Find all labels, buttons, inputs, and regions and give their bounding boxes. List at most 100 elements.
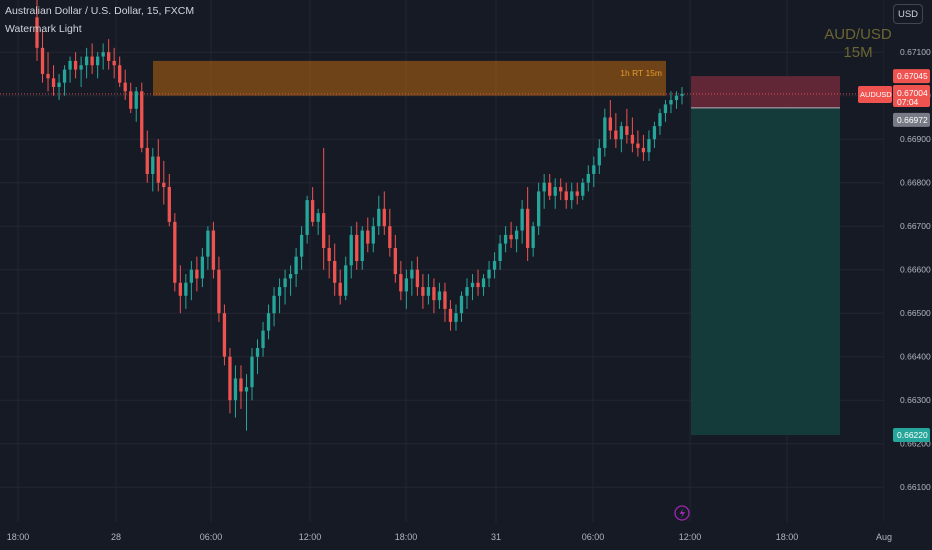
candle [167,174,171,227]
candle [404,269,409,309]
candle [95,52,100,79]
candle [630,117,635,153]
time-tick: Aug [876,532,892,542]
candle [570,182,574,209]
candle [548,174,552,201]
candle [514,226,519,253]
candle [437,282,442,309]
candle [641,134,646,161]
candle [62,65,67,96]
candle [288,265,293,296]
symbol-title[interactable]: Australian Dollar / U.S. Dollar, 15, FXC… [5,5,195,17]
time-axis: 18:00 28 06:00 12:00 18:00 31 06:00 12:00 18:00 A… [0,522,932,550]
candle [492,252,497,279]
candle [156,139,160,192]
indicator-title[interactable]: Watermark Light [5,23,82,35]
candle [118,56,122,87]
candle [575,182,579,205]
candle [333,243,337,296]
candle [371,217,375,253]
candle [266,304,271,340]
candle [123,69,127,101]
candle [344,256,348,301]
candle [283,269,287,305]
candle [178,265,182,314]
candle [415,256,420,296]
candle [608,100,612,140]
candle [189,261,194,301]
candle [476,269,480,296]
candle [614,113,618,148]
candle [459,291,464,322]
candle [310,187,315,227]
candle [228,348,232,414]
candle [195,256,199,292]
candle [426,274,431,305]
candle [57,73,61,101]
candle [382,191,386,235]
candle [603,108,607,157]
candle [40,30,45,83]
candle [636,130,640,157]
candle [377,195,381,235]
candle [68,56,72,83]
watermark-interval: 15M [843,44,873,61]
candle [211,221,216,279]
candle [250,348,254,401]
entry-price-text: 0.66972 [897,115,928,125]
candle [101,43,105,70]
candle [448,300,453,331]
candle [487,261,491,288]
candle [674,91,679,109]
candle [465,278,469,309]
time-tick: 06:00 [582,532,605,542]
candle [338,269,342,305]
lightning-icon[interactable] [674,505,690,521]
candle [647,130,651,161]
candle [564,182,568,209]
take-profit-zone[interactable] [691,107,840,435]
candle [233,365,238,418]
target-price-tag [893,428,930,442]
candle [84,47,89,79]
resistance-zone-label: 1h RT 15m [620,68,662,78]
candle [73,52,78,79]
candle [239,365,243,409]
candle [399,261,403,301]
candle [134,87,138,122]
candle [151,147,155,192]
candle [553,178,557,209]
candles [35,0,684,431]
price-tick: 0.66300 [900,395,931,405]
candle [625,108,629,144]
candle [388,208,392,257]
candle [294,247,298,288]
stop-price-text: 0.67045 [897,71,928,81]
candle [322,147,326,270]
candle [129,82,133,114]
time-tick: 18:00 [776,532,799,542]
candle [277,278,282,314]
candle [520,200,524,244]
candle [432,278,436,314]
candle [200,247,205,288]
candle [658,108,662,135]
candle [299,226,304,270]
candle [355,221,359,270]
candle [184,274,188,309]
candle [51,65,56,96]
price-tick: 0.66100 [900,482,931,492]
current-price-tag [893,84,930,107]
stop-loss-zone[interactable] [691,76,840,108]
currency-button[interactable]: USD [893,4,923,24]
countdown-text: 07:04 [897,97,919,107]
time-tick: 31 [491,532,501,542]
target-price-text: 0.66220 [897,430,928,440]
candle [421,274,425,309]
time-tick: 18:00 [7,532,30,542]
resistance-zone[interactable] [153,60,666,96]
candle [586,165,590,192]
candle [669,91,673,114]
candle [592,156,596,188]
